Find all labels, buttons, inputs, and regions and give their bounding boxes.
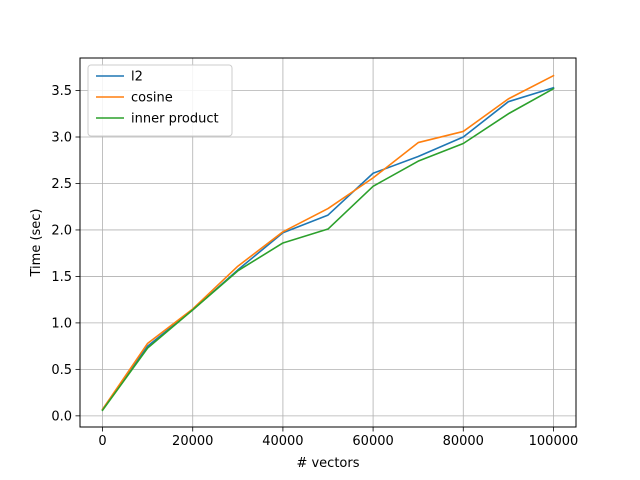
series-lines — [101, 74, 555, 412]
x-tick-label: 20000 — [172, 434, 213, 449]
x-tick-label: 60000 — [352, 434, 393, 449]
legend: l2 cosine inner product — [87, 64, 233, 137]
plot-frame — [79, 57, 577, 428]
y-tick-label: 3.0 — [51, 131, 72, 146]
series-line-2 — [101, 87, 555, 412]
x-tick-label: 100000 — [529, 434, 579, 449]
x-axis-label: # vectors — [296, 456, 359, 471]
y-tick-label: 0.5 — [51, 363, 72, 378]
legend-label-0: l2 — [131, 70, 143, 85]
y-tick-label: 2.5 — [51, 177, 72, 192]
legend-label-1: cosine — [131, 91, 173, 106]
legend-label-2: inner product — [131, 112, 219, 127]
y-tick-label: 3.5 — [51, 84, 72, 99]
y-tick-label: 1.0 — [51, 316, 72, 331]
series-line-1 — [101, 74, 555, 411]
y-axis-label: Time (sec) — [29, 208, 44, 277]
x-tick-label: 80000 — [443, 434, 484, 449]
y-tick-label: 1.5 — [51, 270, 72, 285]
y-tick-label: 0.0 — [51, 409, 72, 424]
axis-ticks: 0 20000 40000 60000 80000 100000 0.0 0.5 1.0 1.5 2… — [51, 84, 578, 449]
y-tick-label: 2.0 — [51, 223, 72, 238]
x-tick-label: 0 — [98, 434, 106, 449]
x-tick-label: 40000 — [262, 434, 303, 449]
